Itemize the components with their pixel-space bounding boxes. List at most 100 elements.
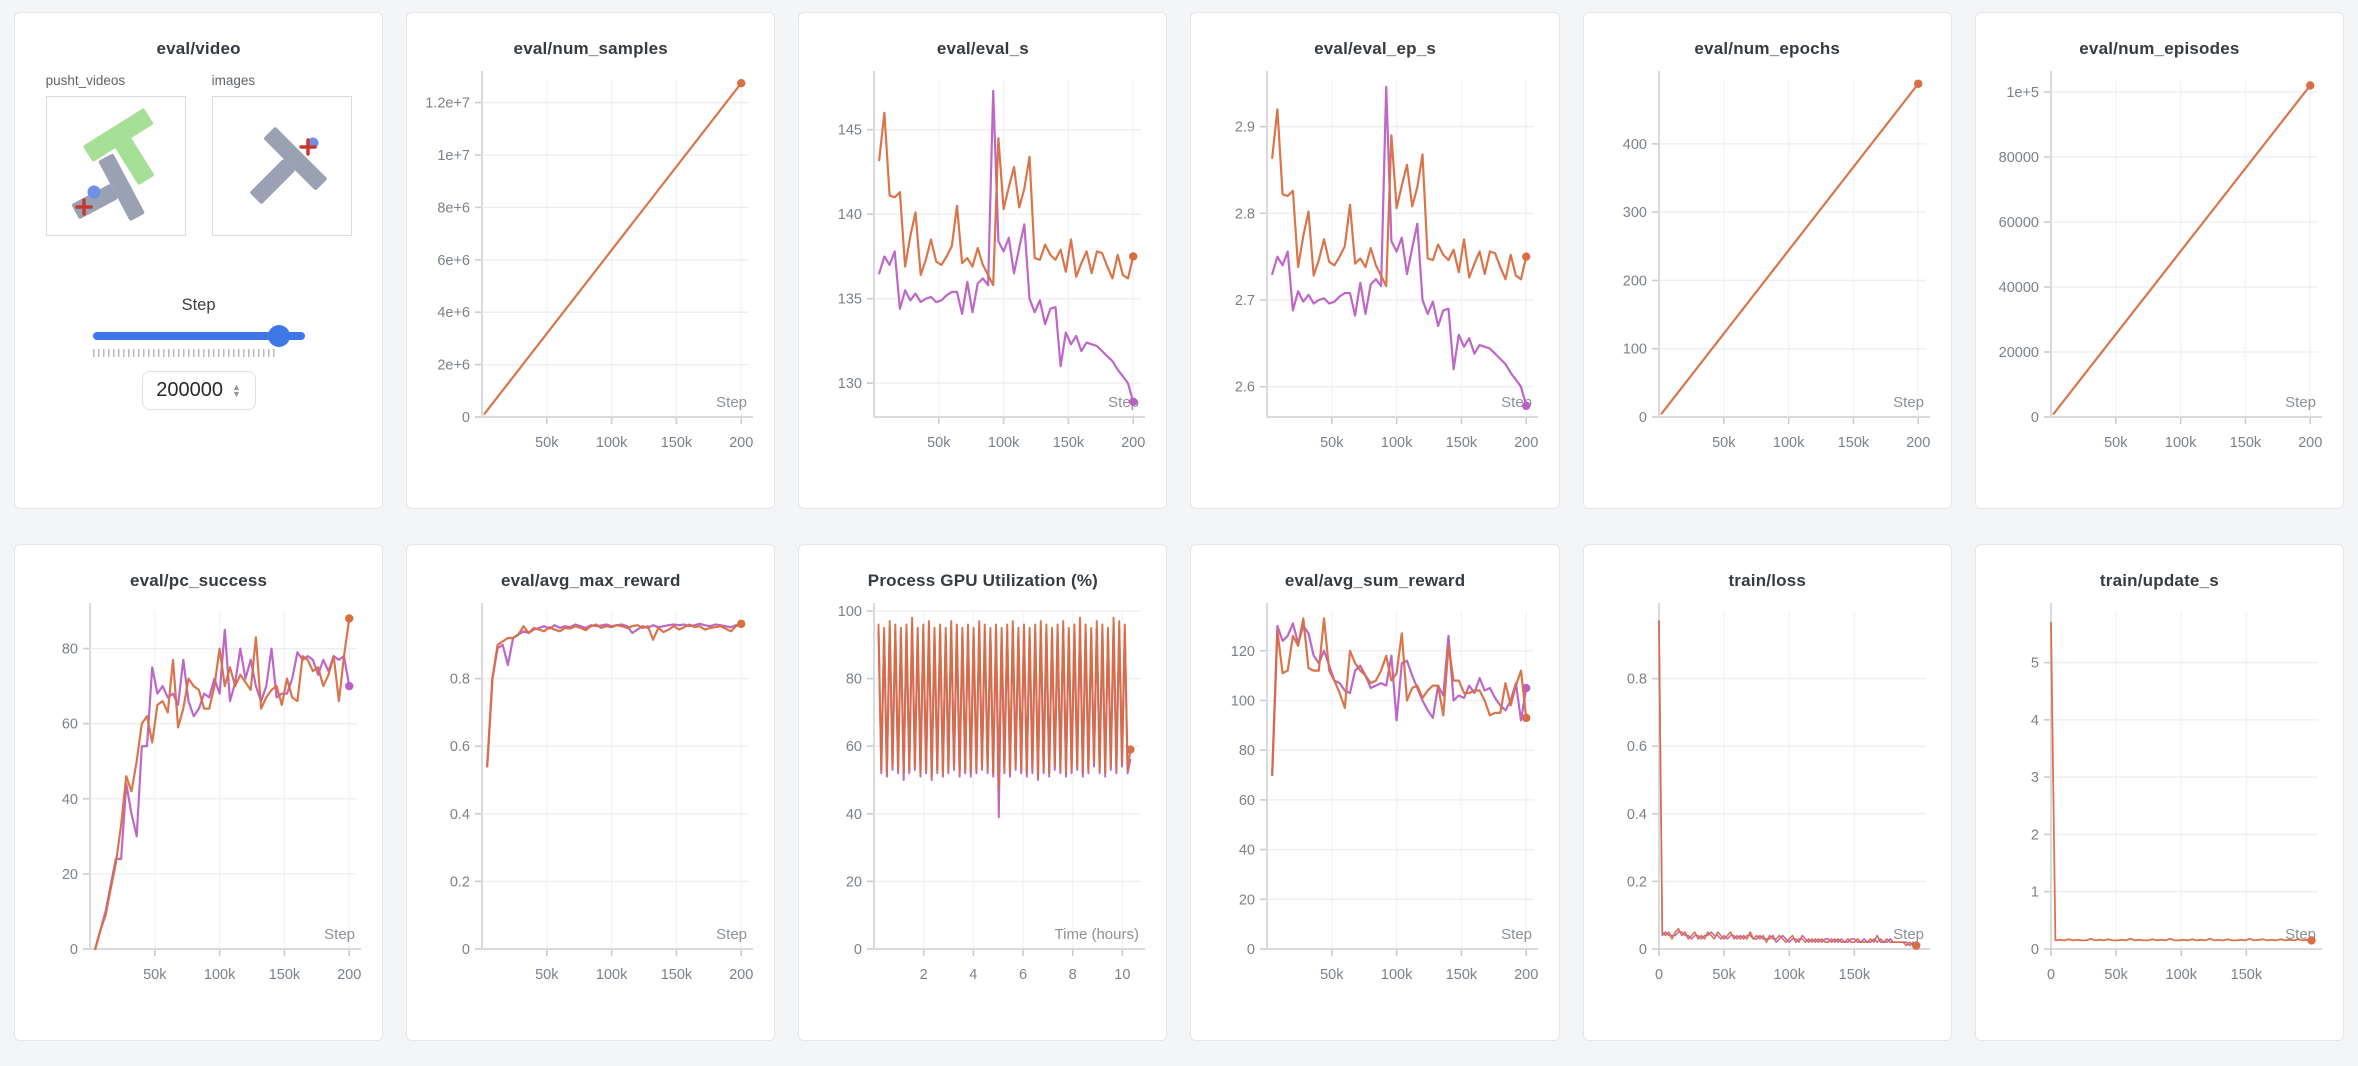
series-run-purple	[94, 628, 351, 951]
svg-text:0: 0	[462, 942, 470, 958]
svg-text:150k: 150k	[1445, 967, 1477, 983]
svg-text:300: 300	[1623, 205, 1647, 221]
panel-eval-num-samples[interactable]: eval/num_samples 50k 100k 150k 200 0 2e+6 4e+6 6…	[406, 12, 776, 509]
svg-text:20: 20	[1238, 892, 1254, 908]
svg-text:0: 0	[70, 942, 78, 958]
chart-title: eval/avg_sum_reward	[1284, 571, 1466, 590]
panel-process-gpu-utilization[interactable]: Process GPU Utilization (%) 2 4 6 8 10 0 20 40 60…	[798, 544, 1168, 1041]
svg-text:100k: 100k	[2165, 967, 2197, 983]
chart-title: eval/num_episodes	[2079, 39, 2240, 58]
svg-text:50k: 50k	[1712, 435, 1736, 451]
svg-text:0: 0	[1246, 942, 1254, 958]
step-slider-track[interactable]	[92, 332, 305, 340]
step-slider-thumb[interactable]	[268, 325, 291, 347]
svg-text:Step: Step	[1893, 926, 1924, 943]
svg-text:200: 200	[1906, 435, 1930, 451]
svg-text:Step: Step	[324, 926, 355, 943]
chart-plot: 50k 100k 150k 200 0 0.2 0.4 0.6 0.8 Step	[450, 603, 754, 983]
svg-text:Step: Step	[1501, 926, 1532, 943]
svg-text:150k: 150k	[269, 967, 301, 983]
panel-title: eval/video	[156, 39, 241, 58]
svg-text:4: 4	[2031, 713, 2039, 729]
svg-text:0.4: 0.4	[450, 807, 470, 823]
svg-text:120: 120	[1230, 644, 1254, 660]
goal-cross	[74, 198, 93, 216]
panel-eval-eval-ep-s[interactable]: eval/eval_ep_s 50k 100k 150k 200 2.6 2.7 2.8 2.9…	[1190, 12, 1560, 509]
pusht-videos-thumbnail[interactable]	[45, 96, 186, 236]
svg-text:0.6: 0.6	[1627, 739, 1647, 755]
chart-plot: 50k 100k 150k 200 0 100 200 300 400 Step	[1623, 71, 1930, 451]
step-input-value[interactable]: 200000	[156, 379, 223, 401]
svg-text:80: 80	[846, 672, 862, 688]
series-run-orange	[486, 622, 743, 768]
step-slider[interactable]	[92, 325, 305, 347]
panel-eval-eval-s[interactable]: eval/eval_s 50k 100k 150k 200 130 135 140 145 Ste…	[798, 12, 1168, 509]
svg-text:40: 40	[846, 807, 862, 823]
svg-text:0.4: 0.4	[1627, 807, 1647, 823]
series-run-purple	[1270, 85, 1527, 407]
svg-text:0: 0	[2031, 410, 2039, 426]
svg-text:100k: 100k	[204, 967, 236, 983]
svg-text:200: 200	[337, 967, 361, 983]
svg-text:200: 200	[1623, 273, 1647, 289]
svg-text:6: 6	[1019, 967, 1027, 983]
svg-text:1e+5: 1e+5	[2006, 85, 2039, 101]
series-run-orange	[2050, 621, 2313, 942]
series-end-dot-run-purple	[345, 681, 354, 691]
step-slider-ticks	[92, 349, 275, 357]
svg-text:0: 0	[462, 410, 470, 426]
step-slider-label: Step	[181, 296, 216, 314]
series-end-dot-run-orange	[737, 78, 746, 88]
svg-text:Step: Step	[1893, 394, 1924, 411]
svg-text:Step: Step	[716, 926, 747, 943]
svg-text:100k: 100k	[2165, 435, 2197, 451]
panel-eval-pc-success[interactable]: eval/pc_success 50k 100k 150k 200 0 20 40 60 80 St…	[14, 544, 384, 1041]
series-end-dot-run-orange	[2307, 936, 2316, 945]
svg-text:20: 20	[846, 874, 862, 890]
chart-plot: 50k 100k 150k 200 0 20000 40000 60000 80000 1e+5 S…	[1999, 71, 2322, 451]
panel-eval-avg-max-reward[interactable]: eval/avg_max_reward 50k 100k 150k 200 0 0.2 0.4…	[406, 544, 776, 1041]
media-label-pusht-videos: pusht_videos	[45, 73, 126, 88]
panel-eval-video[interactable]: eval/video pusht_videos	[14, 12, 384, 509]
svg-text:1: 1	[2031, 885, 2039, 901]
series-end-dot-run-purple	[1521, 401, 1530, 410]
step-input[interactable]: 200000 ▲ ▼	[141, 371, 256, 410]
step-down-icon[interactable]: ▼	[231, 388, 241, 399]
svg-text:150k: 150k	[1445, 435, 1477, 451]
chart-plot: 50k 100k 150k 200 0 20 40 60 80 Step	[62, 603, 361, 983]
svg-text:100k: 100k	[1380, 435, 1412, 451]
svg-text:100: 100	[838, 604, 862, 620]
svg-text:50k: 50k	[2104, 435, 2128, 451]
svg-text:200: 200	[1514, 435, 1538, 451]
svg-text:Time (hours): Time (hours)	[1055, 926, 1139, 943]
svg-text:60000: 60000	[1999, 215, 2039, 231]
svg-text:50k: 50k	[1320, 967, 1344, 983]
panel-train-loss[interactable]: train/loss 0 50k 100k 150k 0 0.2 0.4 0.6 0.8 Step	[1582, 544, 1952, 1041]
svg-text:50k: 50k	[1712, 967, 1736, 983]
series-end-dot-run-orange	[1126, 745, 1136, 754]
svg-text:60: 60	[846, 739, 862, 755]
images-scene-image	[249, 127, 327, 204]
chart-title: eval/pc_success	[129, 571, 268, 590]
panel-eval-num-episodes[interactable]: eval/num_episodes 50k 100k 150k 200 0 20000 400…	[1974, 12, 2344, 509]
panel-eval-num-epochs[interactable]: eval/num_epochs 50k 100k 150k 200 0 100 200 300 4…	[1582, 12, 1952, 509]
svg-text:2.8: 2.8	[1234, 206, 1254, 222]
series-run-orange	[483, 82, 743, 415]
series-end-dot-run-orange	[345, 614, 354, 623]
svg-text:150k: 150k	[1837, 435, 1869, 451]
svg-text:150k: 150k	[661, 435, 693, 451]
series-end-dot-run-orange	[1521, 252, 1530, 261]
svg-text:50k: 50k	[928, 435, 952, 451]
series-run-orange	[2052, 84, 2312, 415]
svg-text:2: 2	[2031, 827, 2039, 843]
step-up-icon[interactable]: ▲	[231, 381, 241, 392]
svg-text:150k: 150k	[2230, 435, 2262, 451]
panel-train-update-s[interactable]: train/update_s 0 50k 100k 150k 0 1 2 3 4 5 Step	[1974, 544, 2344, 1041]
images-thumbnail[interactable]	[211, 96, 352, 236]
svg-text:0.8: 0.8	[1627, 672, 1647, 688]
panel-eval-avg-sum-reward[interactable]: eval/avg_sum_reward 50k 100k 150k 200 0 20 40 60…	[1190, 544, 1560, 1041]
stepper-arrows[interactable]: ▲ ▼	[231, 381, 241, 399]
media-thumbnails: pusht_videos	[15, 73, 382, 236]
